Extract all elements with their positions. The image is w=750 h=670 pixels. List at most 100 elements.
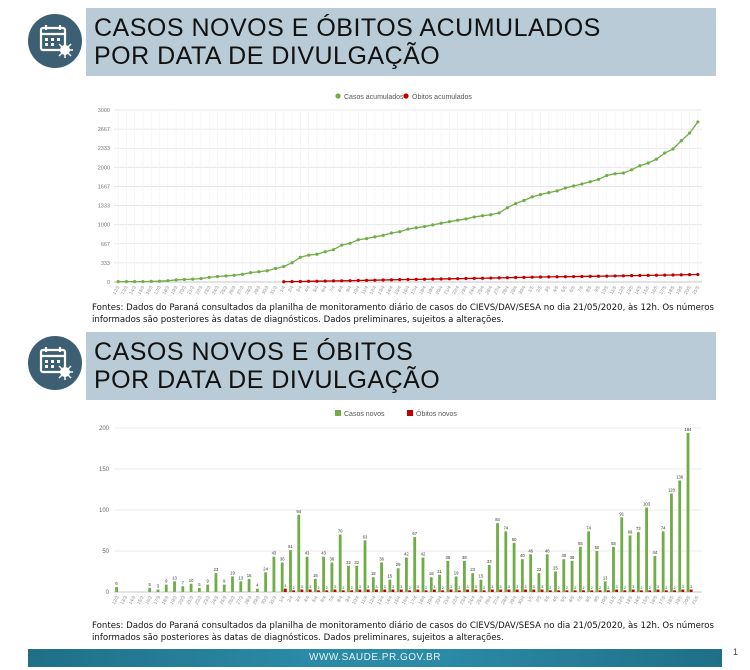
cumulative-line-chart: Casos acumulados Óbitos acumulados 0 333 667…	[98, 92, 702, 296]
x-tick-label: 12/5	[617, 285, 626, 296]
bar-cases	[678, 480, 682, 592]
x-tick-label: 26/4	[484, 595, 493, 606]
x-tick-label: 27/3	[236, 285, 245, 296]
data-point-deaths	[572, 274, 576, 279]
legend-label: Casos acumulados	[344, 94, 404, 101]
data-point-cases	[538, 192, 543, 197]
x-tick-label: 9/4	[344, 595, 352, 603]
bar-cases	[496, 523, 499, 592]
data-point-cases	[456, 218, 460, 222]
bar-deaths	[416, 589, 420, 592]
bar-deaths	[640, 590, 643, 592]
bar-cases	[413, 537, 417, 592]
x-tick-label: 24/3	[210, 595, 219, 606]
x-tick-label: 12/4	[368, 285, 377, 296]
x-tick-label: 22/3	[194, 595, 203, 606]
data-point-deaths	[497, 276, 501, 280]
data-label-cases: 18	[371, 571, 376, 576]
data-label-cases: 13	[172, 575, 177, 580]
data-label-cases: 50	[595, 545, 600, 550]
data-point-cases	[414, 226, 418, 230]
data-label-cases: 46	[528, 548, 533, 553]
y-tick-label: 200	[99, 426, 110, 432]
data-point-deaths	[340, 279, 344, 283]
x-tick-label: 21/3	[186, 595, 195, 606]
bar-deaths	[391, 589, 395, 592]
bar-cases	[537, 573, 541, 592]
bar-deaths	[565, 590, 569, 592]
bar-deaths	[507, 589, 511, 592]
data-point-cases	[522, 198, 526, 203]
x-tick-label: 18/5	[667, 285, 676, 296]
x-tick-label: 19/5	[675, 285, 684, 296]
bar-deaths	[441, 590, 445, 592]
data-point-cases	[133, 280, 137, 284]
bar-cases	[653, 555, 657, 592]
x-tick-label: 4/5	[552, 285, 560, 293]
x-tick-label: 13/4	[377, 285, 386, 296]
data-label-cases: 32	[346, 560, 351, 565]
data-point-cases	[257, 270, 261, 274]
x-tick-label: 29/4	[509, 595, 518, 606]
bar-deaths	[457, 590, 461, 592]
bar-deaths	[399, 589, 403, 592]
chart2-title-banner: CASOS NOVOS E ÓBITOS POR DATA DE DIVULGA…	[86, 332, 716, 400]
data-label-deaths: 2	[483, 586, 485, 590]
x-tick-label: 8/5	[584, 595, 592, 603]
data-label-deaths: 4	[284, 584, 286, 588]
data-label-cases: 70	[338, 529, 343, 534]
bar-cases	[231, 576, 234, 592]
data-point-cases	[381, 233, 385, 237]
calendar-virus-icon	[28, 336, 82, 390]
bar-cases	[438, 574, 441, 592]
data-point-cases	[207, 275, 211, 280]
bar-deaths	[466, 589, 469, 592]
data-point-cases	[505, 206, 509, 210]
x-tick-label: 16/4	[401, 595, 410, 606]
x-tick-label: 15/3	[136, 595, 145, 606]
data-point-cases	[406, 227, 410, 231]
data-label-deaths: 2	[582, 586, 584, 590]
x-tick-label: 1/5	[526, 595, 534, 603]
data-point-deaths	[422, 277, 427, 281]
data-label-deaths: 3	[657, 585, 659, 589]
x-tick-label: 2/5	[535, 285, 543, 293]
x-tick-label: 31/3	[269, 285, 278, 296]
bar-deaths	[548, 590, 552, 592]
data-point-deaths	[373, 278, 377, 282]
bar-deaths	[375, 589, 378, 592]
data-label-cases: 9	[223, 579, 226, 584]
data-point-deaths	[522, 275, 526, 279]
bar-deaths	[433, 589, 436, 592]
data-point-cases	[572, 184, 576, 188]
x-tick-label: 10/4	[351, 595, 360, 606]
data-point-deaths	[563, 275, 567, 279]
bar-cases	[520, 559, 524, 592]
data-point-deaths	[663, 273, 667, 277]
data-point-cases	[671, 147, 675, 151]
data-label-cases: 74	[586, 525, 591, 530]
data-label-cases: 23	[470, 567, 475, 572]
data-label-cases: 23	[537, 567, 542, 572]
data-label-cases: 46	[545, 548, 550, 553]
data-point-deaths	[605, 274, 609, 278]
data-point-cases	[124, 280, 129, 284]
bar-deaths	[573, 590, 577, 592]
footer-url[interactable]: WWW.SAUDE.PR.GOV.BR	[309, 652, 441, 663]
data-point-deaths	[439, 277, 443, 281]
x-tick-label: 21/5	[691, 285, 700, 296]
bar-cases	[595, 551, 599, 592]
chart2-source-note: Fontes: Dados do Paraná consultados da p…	[92, 621, 714, 643]
bar-cases	[297, 514, 301, 592]
bar-cases	[587, 531, 591, 592]
data-label-deaths: 2	[458, 586, 460, 590]
bar-cases	[322, 556, 326, 592]
data-point-cases	[298, 255, 302, 259]
legend-marker	[403, 93, 409, 99]
data-label-deaths: 3	[384, 585, 386, 589]
x-tick-label: 17/3	[153, 285, 162, 296]
bar-deaths	[341, 590, 345, 592]
x-tick-label: 14/3	[128, 285, 137, 296]
data-label-deaths: 3	[467, 585, 469, 589]
bar-cases	[529, 554, 533, 592]
